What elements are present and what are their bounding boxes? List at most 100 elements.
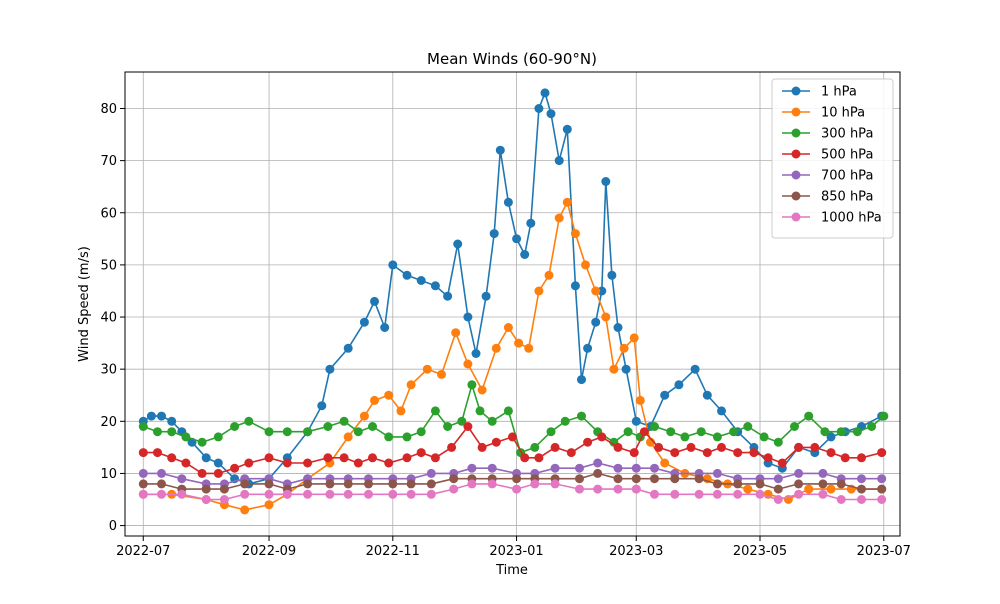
data-point — [359, 317, 369, 327]
data-point — [666, 427, 676, 437]
data-point — [562, 197, 572, 207]
data-point — [712, 479, 722, 489]
data-point — [503, 323, 513, 332]
legend-box — [771, 78, 894, 239]
data-point — [503, 406, 513, 416]
data-point — [635, 395, 645, 405]
data-point — [495, 145, 505, 155]
data-point — [550, 442, 560, 452]
data-point — [138, 448, 148, 458]
series-500-hpa — [138, 422, 887, 478]
data-point — [467, 380, 477, 390]
legend-label-850-hpa: 850 hPa — [821, 190, 873, 205]
data-point — [566, 448, 576, 458]
data-point — [138, 468, 148, 478]
data-point — [759, 432, 769, 442]
data-point — [763, 453, 773, 463]
data-point — [670, 489, 680, 499]
data-point — [733, 489, 743, 499]
data-point — [477, 385, 487, 395]
data-point — [570, 281, 580, 291]
data-point — [621, 364, 631, 374]
data-point — [426, 489, 436, 499]
data-point — [631, 463, 641, 473]
data-point — [481, 291, 491, 301]
data-point — [138, 489, 148, 499]
data-point — [380, 323, 390, 332]
data-point — [857, 474, 866, 484]
data-point — [146, 411, 156, 421]
data-point — [867, 422, 877, 431]
data-point — [852, 427, 862, 437]
data-point — [773, 474, 783, 484]
data-point — [773, 495, 783, 504]
data-point — [213, 432, 223, 442]
data-point — [449, 474, 459, 484]
data-point — [818, 479, 828, 489]
data-point — [213, 468, 223, 478]
data-point — [544, 270, 554, 280]
data-point — [467, 479, 477, 489]
data-point — [457, 416, 467, 426]
data-point — [343, 489, 353, 499]
series-layer — [138, 88, 889, 515]
data-point — [524, 343, 534, 353]
data-point — [575, 474, 584, 484]
data-point — [520, 453, 530, 463]
legend-label-10-hpa: 10 hPa — [821, 106, 865, 121]
data-point — [601, 312, 611, 322]
data-point — [650, 422, 659, 431]
data-point — [244, 458, 254, 468]
grid — [125, 72, 900, 536]
data-point — [530, 479, 540, 489]
legend-marker-1000-hpa — [791, 212, 801, 222]
data-point — [591, 317, 601, 327]
data-point — [443, 422, 453, 431]
data-point — [717, 406, 726, 416]
y-axis-label: Wind Speed (m/s) — [77, 246, 92, 362]
data-point — [534, 453, 544, 463]
legend-label-500-hpa: 500 hPa — [821, 148, 873, 163]
data-point — [804, 484, 814, 494]
data-point — [339, 416, 349, 426]
data-point — [550, 463, 560, 473]
data-point — [201, 484, 211, 494]
data-point — [437, 369, 446, 379]
plot-frame — [124, 71, 901, 537]
data-point — [686, 442, 696, 452]
legend-marker-1-hpa — [791, 86, 801, 96]
data-point — [230, 422, 240, 431]
data-point — [554, 156, 564, 166]
data-point — [303, 479, 313, 489]
data-point — [282, 427, 292, 437]
data-point — [613, 474, 623, 484]
data-point — [167, 427, 177, 437]
y-tick-label: 60 — [100, 206, 117, 221]
data-point — [368, 422, 377, 431]
data-point — [836, 427, 846, 437]
data-point — [613, 463, 623, 473]
data-point — [491, 343, 501, 353]
data-point — [794, 468, 804, 478]
data-point — [167, 416, 177, 426]
data-point — [364, 489, 373, 499]
data-point — [416, 427, 426, 437]
data-point — [426, 468, 436, 478]
legend: 1 hPa 10 hPa 300 hPa 500 hPa 700 hPa 850 hPa 1… — [771, 78, 894, 239]
data-point — [790, 422, 799, 431]
series-line — [143, 472, 882, 490]
data-point — [153, 448, 162, 458]
data-point — [177, 489, 187, 499]
data-point — [514, 338, 524, 348]
data-point — [264, 453, 274, 463]
x-axis-label: Time — [495, 563, 528, 578]
data-point — [475, 406, 485, 416]
data-point — [153, 427, 162, 437]
legend-marker-700-hpa — [791, 170, 801, 180]
series-1000-hpa — [138, 479, 887, 504]
x-tick-label: 2022-11 — [366, 544, 420, 559]
data-point — [388, 260, 398, 270]
data-point — [430, 453, 440, 463]
data-point — [601, 177, 611, 186]
